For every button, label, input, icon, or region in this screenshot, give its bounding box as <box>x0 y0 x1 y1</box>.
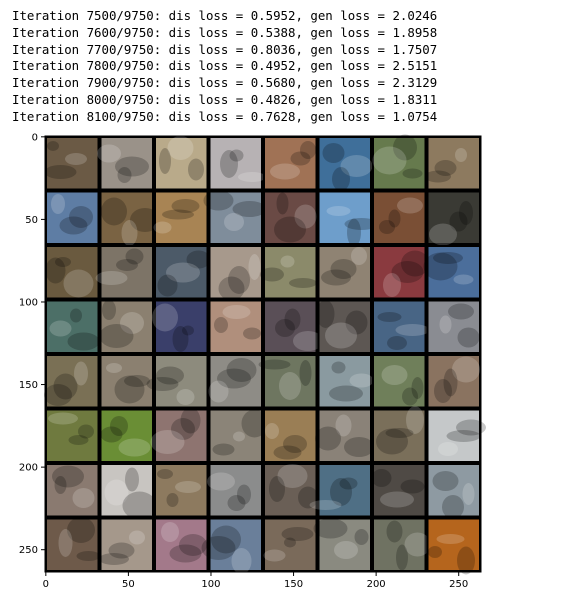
x-tick-label: 200 <box>367 579 386 590</box>
generated-sample-tile <box>44 136 100 191</box>
generated-sample-tile <box>153 190 209 245</box>
generated-sample-tile <box>313 517 372 572</box>
generated-sample-tile <box>99 190 160 246</box>
log-line: Iteration 8000/9750: dis loss = 0.4826, … <box>12 91 438 107</box>
generated-sample-tile <box>99 517 154 572</box>
generated-sample-tile <box>425 136 481 191</box>
generated-sample-tile <box>372 245 429 300</box>
generated-sample-tile <box>208 354 263 409</box>
generated-sample-tile <box>152 299 209 354</box>
image-grid-tiles <box>44 134 486 575</box>
x-tick-label: 150 <box>284 579 303 590</box>
generated-sample-tile <box>208 408 268 463</box>
generated-sample-tile <box>317 245 372 300</box>
generated-sample-tile <box>154 245 211 300</box>
generated-sample-tile <box>45 517 101 572</box>
generated-sample-tile <box>45 408 100 463</box>
generated-sample-tile <box>146 354 209 409</box>
y-tick-label: 200 <box>19 463 38 474</box>
training-log-output: Iteration 7500/9750: dis loss = 0.5952, … <box>12 8 437 126</box>
generated-sample-tile <box>426 190 481 246</box>
generated-sample-tile <box>44 354 100 409</box>
y-tick-label: 50 <box>25 215 38 226</box>
y-tick-label: 150 <box>19 380 38 391</box>
generated-sample-tile <box>372 354 427 409</box>
generated-sample-tile <box>150 407 209 463</box>
generated-sample-tile <box>207 463 263 518</box>
generated-sample-tile <box>263 299 323 354</box>
generated-sample-tile <box>208 245 263 301</box>
generated-sample-tile <box>372 517 431 572</box>
generated-sample-tile <box>99 354 154 409</box>
generated-sample-tile <box>372 190 427 245</box>
generated-sample-tile <box>309 463 372 518</box>
generated-sample-tile <box>426 517 481 575</box>
generated-sample-tile <box>208 136 266 191</box>
log-line: Iteration 7900/9750: dis loss = 0.5680, … <box>12 75 438 91</box>
generated-sample-tile <box>317 136 373 191</box>
log-line: Iteration 8100/9750: dis loss = 0.7628, … <box>12 108 438 124</box>
y-axis: 0 50 100 150 200 250 <box>19 132 45 556</box>
x-tick-label: 250 <box>449 579 468 590</box>
x-tick-label: 100 <box>201 579 220 590</box>
generated-sample-tile <box>203 190 267 245</box>
generated-sample-tile <box>426 463 481 519</box>
generated-sample-tile <box>263 136 318 191</box>
y-tick-label: 250 <box>19 545 38 556</box>
x-axis: 0 50 100 150 200 250 <box>43 572 468 590</box>
generated-sample-tile <box>426 354 481 409</box>
generated-sample-tile <box>426 299 481 354</box>
generated-sample-tile <box>258 354 318 409</box>
log-line: Iteration 7800/9750: dis loss = 0.4952, … <box>12 58 438 74</box>
generated-sample-tile <box>45 190 100 245</box>
generated-sample-tile <box>208 299 263 354</box>
generated-sample-tile <box>260 245 318 300</box>
generated-sample-tile <box>372 134 427 191</box>
generated-sample-tile <box>263 190 318 245</box>
generated-sample-tile <box>372 406 427 463</box>
generated-sample-tile <box>201 517 263 574</box>
generated-sample-tile <box>263 408 318 463</box>
generated-sample-tile <box>317 354 374 409</box>
log-line: Iteration 7700/9750: dis loss = 0.8036, … <box>12 41 438 57</box>
generated-sample-tile <box>99 463 157 520</box>
generated-sample-tile <box>426 408 486 463</box>
generated-sample-tile <box>154 136 209 191</box>
generated-sample-tile <box>99 408 154 463</box>
plot-frame <box>44 135 482 573</box>
log-line: Iteration 7600/9750: dis loss = 0.5388, … <box>12 24 438 40</box>
x-tick-label: 50 <box>122 579 135 590</box>
generated-sample-tile <box>371 463 427 518</box>
generated-sample-tile <box>316 299 372 354</box>
log-line: Iteration 7500/9750: dis loss = 0.5952, … <box>12 8 438 23</box>
generated-sample-tile <box>317 190 379 247</box>
generated-sample-tile <box>263 517 318 572</box>
generated-sample-tile <box>423 245 481 300</box>
generated-sample-tile <box>45 245 100 300</box>
x-tick-label: 0 <box>43 579 49 590</box>
y-tick-label: 0 <box>32 132 38 143</box>
generated-sample-tile <box>45 299 100 354</box>
generated-sample-tile <box>154 463 209 518</box>
generated-sample-tile <box>95 245 154 300</box>
generated-sample-tile <box>315 408 374 463</box>
generated-sample-tile <box>45 463 100 518</box>
generated-sample-tile <box>97 136 154 191</box>
generated-sample-tile <box>263 463 318 518</box>
y-tick-label: 100 <box>19 297 38 308</box>
generated-sample-tile <box>154 517 209 572</box>
generated-sample-tile <box>99 299 154 354</box>
generated-sample-tile <box>372 299 430 354</box>
